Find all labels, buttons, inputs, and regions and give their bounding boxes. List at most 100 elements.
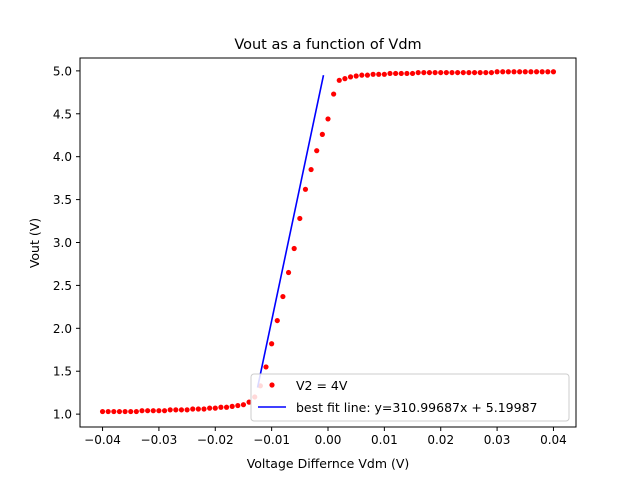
data-point xyxy=(359,72,365,78)
data-point xyxy=(325,116,331,122)
data-point xyxy=(398,70,404,77)
plot-area xyxy=(99,69,557,415)
x-axis-label: Voltage Differnce Vdm (V) xyxy=(247,456,410,471)
axes: −0.04 −0.03 −0.02 −0.01 0.00 0.01 0.02 0.03 0.04… xyxy=(53,57,577,447)
data-point xyxy=(139,408,145,414)
chart-title: Vout as a function of Vdm xyxy=(234,37,421,53)
data-point xyxy=(297,215,303,222)
x-tick-label: 0.00 xyxy=(315,433,342,447)
data-point xyxy=(511,69,517,75)
legend-box xyxy=(250,373,570,422)
data-point xyxy=(201,406,207,412)
data-point xyxy=(99,408,106,415)
y-tick-label: 4.5 xyxy=(53,107,72,121)
x-tick-label: 0.04 xyxy=(540,433,567,447)
y-tick-label: 1.5 xyxy=(53,365,72,379)
x-tick-label: 0.02 xyxy=(427,433,454,447)
legend-label-scatter: V2 = 4V xyxy=(296,378,348,393)
legend-marker-scatter xyxy=(269,382,275,388)
data-point xyxy=(240,402,247,408)
data-point xyxy=(190,406,196,412)
data-point xyxy=(404,70,410,77)
data-point xyxy=(274,317,280,324)
data-point xyxy=(415,69,421,76)
data-point xyxy=(133,408,139,415)
data-point xyxy=(517,69,523,75)
data-point xyxy=(212,405,218,411)
data-point xyxy=(178,407,185,413)
data-point xyxy=(161,408,168,414)
data-point xyxy=(409,70,416,77)
data-point xyxy=(145,408,151,414)
x-tick-label: 0.03 xyxy=(484,433,511,447)
data-point xyxy=(314,148,320,154)
data-point xyxy=(223,404,230,410)
data-point xyxy=(364,72,371,78)
data-point xyxy=(421,69,427,76)
data-point xyxy=(150,408,156,414)
data-point xyxy=(438,69,444,76)
y-tick-label: 5.0 xyxy=(53,64,72,78)
data-point xyxy=(291,245,297,252)
x-tick-label: −0.01 xyxy=(253,433,290,447)
data-point xyxy=(370,71,376,77)
data-point xyxy=(550,69,557,75)
data-point xyxy=(522,69,528,75)
data-point xyxy=(483,69,489,76)
y-tick-label: 3.0 xyxy=(53,236,72,250)
data-point xyxy=(235,402,241,409)
data-point xyxy=(302,186,309,192)
data-point xyxy=(167,407,173,413)
data-point xyxy=(545,69,551,75)
data-point xyxy=(173,407,179,413)
data-point xyxy=(269,341,275,347)
data-point xyxy=(432,69,438,76)
data-point xyxy=(246,399,252,405)
data-point xyxy=(539,69,545,75)
y-tick-label: 4.0 xyxy=(53,150,72,164)
data-point xyxy=(331,91,337,97)
data-point xyxy=(494,69,500,75)
y-axis-label: Vout (V) xyxy=(27,218,42,268)
best-fit-line xyxy=(256,74,325,388)
data-point xyxy=(156,408,162,414)
data-point xyxy=(347,74,354,80)
x-tick-label: −0.03 xyxy=(141,433,178,447)
y-tick-label: 3.5 xyxy=(53,193,72,207)
data-point xyxy=(184,407,190,413)
data-point xyxy=(207,405,213,411)
data-point xyxy=(105,408,111,415)
data-point xyxy=(471,69,478,76)
data-point xyxy=(505,69,511,75)
data-point xyxy=(229,403,235,409)
data-point xyxy=(195,406,201,412)
data-point xyxy=(426,69,433,76)
data-point xyxy=(336,77,342,83)
data-point xyxy=(111,408,117,415)
data-point xyxy=(393,70,399,77)
data-point xyxy=(122,408,128,415)
y-tick-label: 1.0 xyxy=(53,408,72,422)
data-point xyxy=(381,71,387,77)
data-point xyxy=(500,69,506,75)
data-point xyxy=(308,166,314,173)
data-point xyxy=(466,69,472,76)
data-point xyxy=(528,69,534,75)
data-point xyxy=(218,404,224,410)
data-point xyxy=(455,69,461,76)
data-point xyxy=(449,69,455,76)
data-point xyxy=(353,73,359,79)
legend: V2 = 4V best fit line: y=310.99687x + 5.… xyxy=(250,373,570,422)
data-point xyxy=(477,69,483,76)
data-point xyxy=(116,408,123,415)
data-point xyxy=(342,76,348,82)
data-point xyxy=(285,269,292,276)
data-point xyxy=(488,69,495,76)
data-point xyxy=(128,408,134,415)
data-point xyxy=(263,364,269,370)
data-point xyxy=(460,69,466,76)
data-point xyxy=(387,70,393,77)
data-point xyxy=(443,69,449,76)
y-tick-label: 2.5 xyxy=(53,279,72,293)
